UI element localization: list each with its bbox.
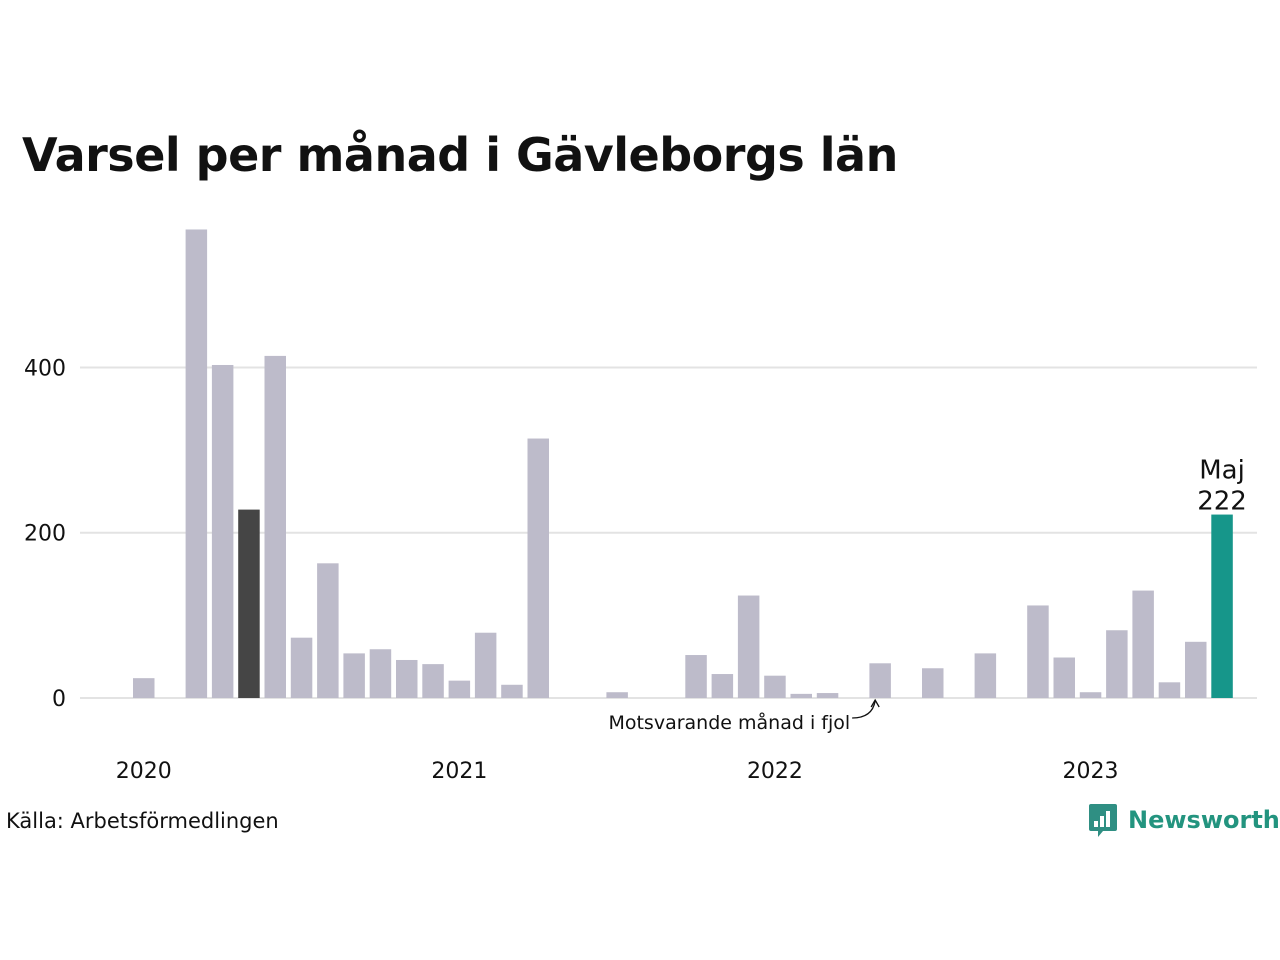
bar-2020-09 (343, 653, 365, 698)
previous-year-annotation: Motsvarande månad i fjol (608, 698, 880, 734)
brand-name: Newsworthy (1128, 806, 1280, 834)
bar-2020-06 (264, 355, 286, 698)
annotation-arrow-line (852, 700, 876, 719)
bar-2021-01 (448, 680, 471, 698)
highlight-month-label: Maj (1199, 456, 1245, 486)
x-tick-label: 2020 (116, 759, 172, 784)
bar-undefined (1211, 514, 1233, 698)
highlight-value-label: 222 (1197, 487, 1247, 517)
bar-2023-05 (1185, 641, 1207, 698)
bar-2023-01 (1079, 692, 1102, 698)
y-tick-label: 200 (24, 522, 66, 547)
bar-2022-05 (869, 663, 891, 698)
bar-2023-03 (1132, 590, 1154, 698)
y-axis: 0 200 400 (24, 356, 66, 712)
annotation-text: Motsvarande månad i fjol (608, 711, 850, 734)
bar-2022-03 (816, 693, 839, 698)
bar-2020-12 (422, 664, 444, 698)
bar-2020-05 (238, 509, 260, 698)
bar-2023-04 (1158, 682, 1181, 698)
brand-logo: Newsworthy (1088, 802, 1280, 838)
bar-2021-10 (685, 655, 707, 698)
y-tick-label: 0 (52, 687, 66, 712)
y-tick-label: 400 (24, 356, 66, 381)
bar-2021-03 (501, 684, 523, 698)
bar-2020-08 (317, 563, 339, 698)
bar-2020-01 (133, 678, 155, 698)
bar-2020-03 (185, 229, 208, 698)
x-axis: 2020 2021 2022 2023 (116, 759, 1119, 784)
bar-2022-02 (790, 693, 812, 698)
bars (133, 229, 1233, 698)
bar-2020-04 (211, 364, 234, 698)
bar-2022-09 (974, 653, 997, 698)
bar-2023-02 (1106, 630, 1128, 698)
annotation-arrow-head (870, 698, 880, 708)
source-note: Källa: Arbetsförmedlingen (6, 809, 279, 833)
chart-title: Varsel per månad i Gävleborgs län (22, 128, 898, 182)
bar-2021-12 (737, 595, 760, 698)
bar-2022-11 (1027, 605, 1049, 698)
bar-2020-11 (396, 659, 418, 698)
bar-2021-04 (527, 438, 549, 698)
x-tick-label: 2021 (431, 759, 487, 784)
bar-2022-07 (922, 668, 944, 698)
bar-2022-01 (764, 675, 786, 698)
x-tick-label: 2023 (1063, 759, 1119, 784)
bar-2021-02 (474, 632, 497, 698)
bar-2022-12 (1053, 657, 1075, 698)
x-tick-label: 2022 (747, 759, 803, 784)
bar-2020-10 (369, 649, 392, 698)
bar-2021-07 (606, 692, 628, 698)
bar-2021-11 (711, 674, 734, 698)
bar-2020-07 (290, 637, 313, 698)
newsworthy-logo-icon (1089, 804, 1117, 837)
